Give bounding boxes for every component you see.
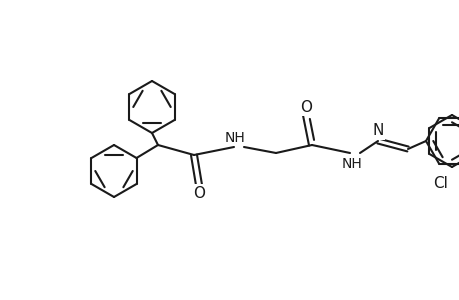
Text: O: O bbox=[299, 100, 311, 115]
Text: N: N bbox=[371, 123, 383, 138]
Text: NH: NH bbox=[224, 131, 245, 145]
Text: O: O bbox=[193, 185, 205, 200]
Text: Cl: Cl bbox=[433, 176, 448, 190]
Text: NH: NH bbox=[341, 157, 362, 171]
